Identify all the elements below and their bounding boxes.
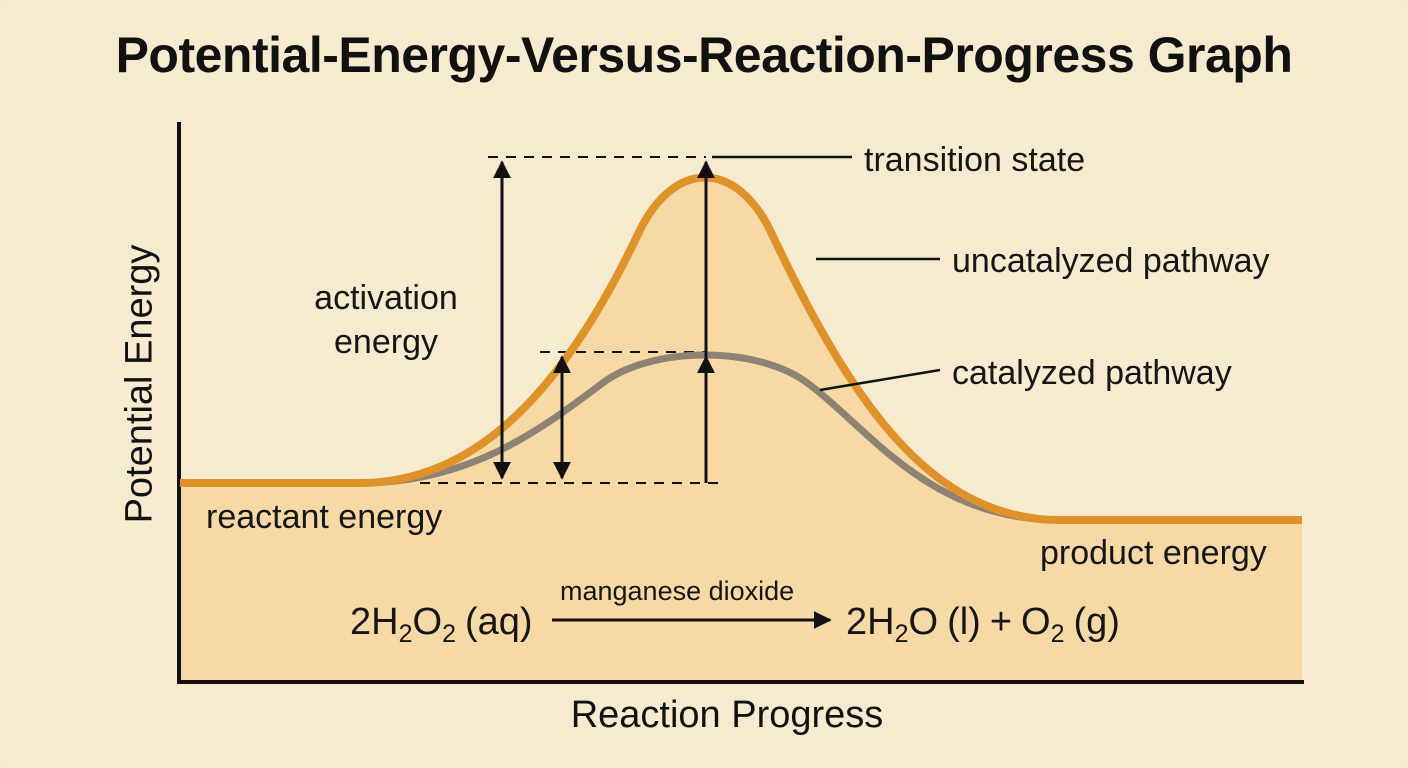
products-formula: 2H2O (l) + O2 (g) [846, 601, 1120, 648]
transition-state-label: transition state [864, 141, 1085, 179]
uncatalyzed-pathway-label: uncatalyzed pathway [952, 242, 1270, 280]
reactant-formula: 2H2O2 (aq) [350, 601, 533, 648]
activation-energy-label-line2: energy [334, 323, 438, 361]
activation-energy-label-line1: activation [314, 279, 458, 317]
product-energy-label: product energy [1040, 534, 1267, 572]
y-axis-label: Potential Energy [118, 244, 161, 524]
x-axis-label: Reaction Progress [570, 694, 884, 736]
reactant-energy-label: reactant energy [206, 498, 442, 536]
catalyzed-pathway-label: catalyzed pathway [952, 354, 1232, 392]
catalyzed-leader [819, 368, 941, 392]
energy-area-fill [180, 177, 1302, 682]
catalyst-label: manganese dioxide [560, 576, 794, 606]
page-title: Potential-Energy-Versus-Reaction-Progres… [115, 27, 1293, 83]
